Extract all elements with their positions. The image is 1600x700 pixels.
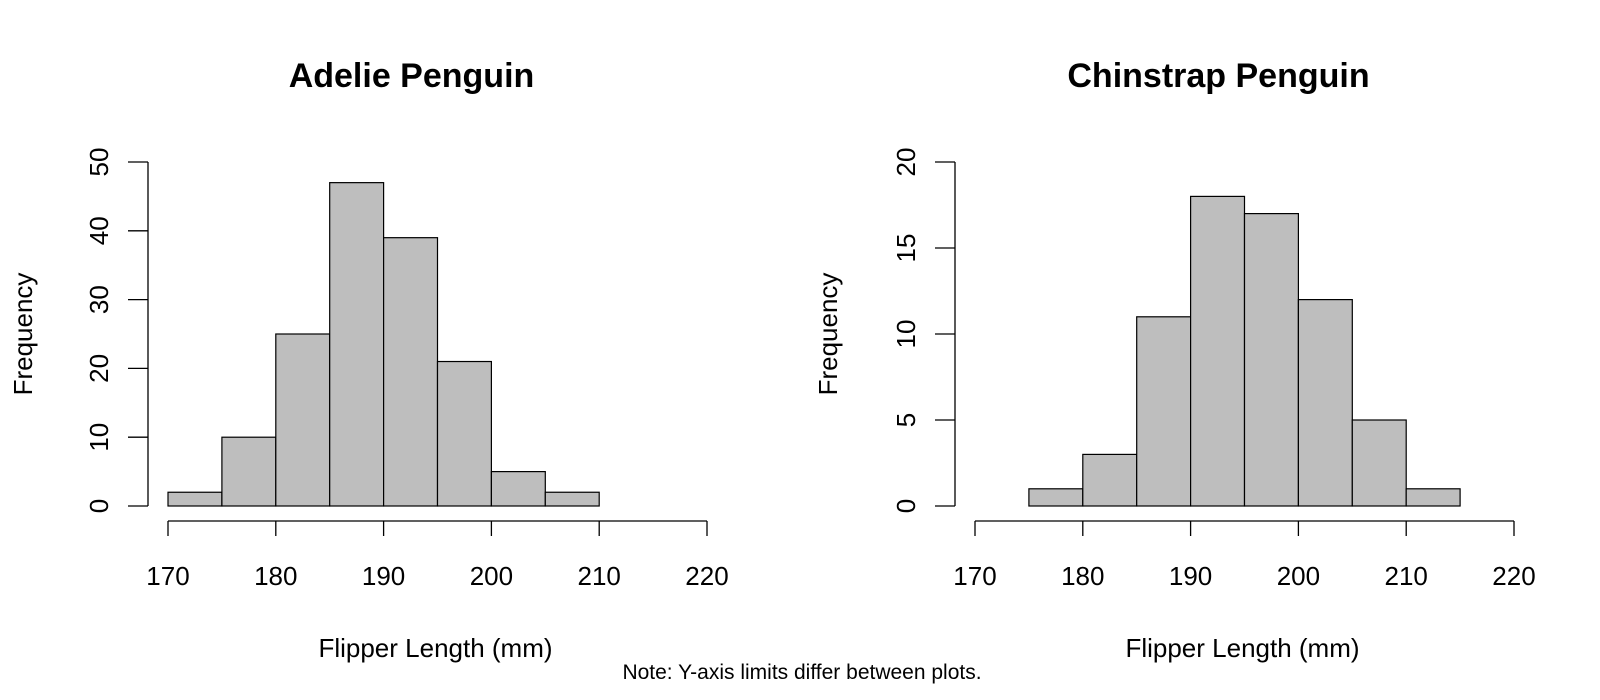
y-tick-label: 20	[891, 148, 921, 177]
y-tick-label: 10	[891, 320, 921, 349]
x-tick-label: 190	[362, 561, 405, 591]
adelie-histogram-panel: Adelie Penguin 170 180 190 200 210 220 0 10 20 30 4…	[8, 57, 729, 663]
y-tick-label: 20	[84, 354, 114, 383]
histogram-bar	[436, 360, 493, 507]
x-tick-label: 220	[1492, 561, 1535, 591]
y-tick-label: 40	[84, 216, 114, 245]
x-axis-label: Flipper Length (mm)	[318, 633, 552, 663]
y-tick-label: 0	[891, 499, 921, 513]
histogram-bar	[221, 436, 277, 507]
histogram-bar	[1243, 213, 1300, 507]
histogram-bar	[490, 471, 546, 507]
histogram-bar	[1189, 195, 1246, 507]
histogram-bar	[544, 491, 600, 507]
y-axis-label: Frequency	[813, 273, 843, 396]
chart-title: Chinstrap Penguin	[1067, 57, 1369, 95]
x-tick-label: 220	[685, 561, 728, 591]
x-tick-label: 210	[1385, 561, 1428, 591]
x-tick-label: 200	[1277, 561, 1320, 591]
x-tick-label: 190	[1169, 561, 1212, 591]
histogram-bar	[383, 237, 439, 507]
histogram-bar	[329, 182, 385, 507]
x-axis-label: Flipper Length (mm)	[1125, 633, 1359, 663]
y-tick-label: 5	[891, 413, 921, 427]
y-tick-label: 10	[84, 423, 114, 452]
y-tick-label: 0	[84, 499, 114, 513]
chart-title: Adelie Penguin	[289, 57, 535, 95]
y-tick-label: 50	[84, 148, 114, 177]
x-tick-label: 180	[254, 561, 297, 591]
histogram-bar	[1297, 299, 1353, 507]
histogram-bar	[275, 333, 331, 507]
figure-note: Note: Y-axis limits differ between plots…	[622, 661, 981, 684]
x-tick-label: 210	[578, 561, 621, 591]
histogram-bar	[1405, 488, 1461, 507]
histogram-bar	[1082, 453, 1138, 507]
x-tick-label: 200	[470, 561, 513, 591]
histogram-bar	[1028, 488, 1084, 507]
x-tick-label: 180	[1061, 561, 1104, 591]
chinstrap-histogram-panel: Chinstrap Penguin 170 180 190 200 210 220 0 5 10 1…	[813, 57, 1536, 663]
y-tick-label: 30	[84, 285, 114, 314]
histogram-bar	[1351, 419, 1407, 507]
x-tick-label: 170	[953, 561, 996, 591]
x-tick-label: 170	[146, 561, 189, 591]
histogram-bar	[167, 491, 223, 507]
histogram-bar	[1136, 316, 1192, 507]
y-tick-label: 15	[891, 234, 921, 263]
y-axis-label: Frequency	[8, 273, 38, 396]
